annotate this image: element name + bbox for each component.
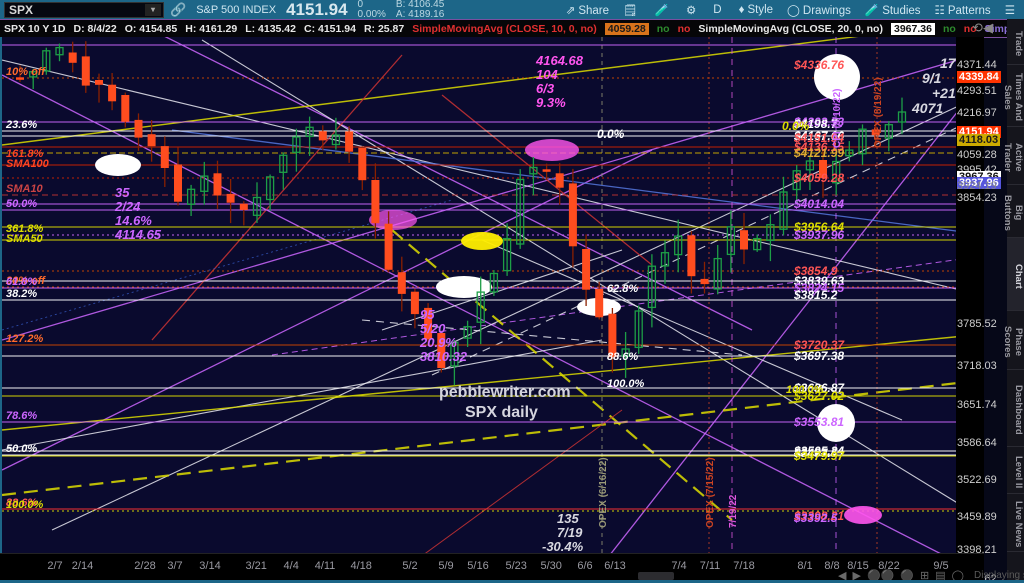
svg-text:62.8%: 62.8% [607, 283, 638, 295]
svg-text:OPEX (7/15/22): OPEX (7/15/22) [705, 457, 716, 528]
svg-text:$4059.28: $4059.28 [793, 171, 844, 185]
svg-text:10% off: 10% off [6, 66, 46, 78]
svg-text:3810.32: 3810.32 [420, 349, 468, 364]
svg-text:38.2%: 38.2% [6, 288, 37, 300]
svg-text:100.0%: 100.0% [607, 378, 645, 390]
svg-text:$3937.96: $3937.96 [793, 228, 844, 242]
svg-text:35: 35 [115, 185, 130, 200]
svg-text:4071: 4071 [911, 100, 943, 116]
svg-text:2/24: 2/24 [114, 199, 141, 214]
svg-text:$3553.81: $3553.81 [793, 415, 844, 429]
svg-text:4164.68: 4164.68 [535, 53, 584, 68]
svg-text:5/20: 5/20 [420, 321, 446, 336]
svg-text:SMA10: SMA10 [6, 183, 44, 195]
svg-text:95: 95 [420, 307, 435, 322]
svg-text:7/19/22: 7/19/22 [728, 494, 739, 528]
svg-text:SMA100: SMA100 [6, 158, 50, 170]
svg-text:14.6%: 14.6% [115, 213, 152, 228]
svg-text:61.8%: 61.8% [6, 276, 37, 288]
svg-text:+21: +21 [932, 85, 956, 101]
svg-text:$4336.76: $4336.76 [793, 58, 844, 72]
svg-text:6/3: 6/3 [536, 81, 555, 96]
svg-text:100.0%: 100.0% [6, 499, 44, 511]
svg-text:7/19: 7/19 [557, 525, 583, 540]
svg-text:pebblewriter.com: pebblewriter.com [439, 384, 571, 401]
svg-text:0.0%: 0.0% [782, 119, 810, 133]
svg-text:$4014.04: $4014.04 [793, 197, 844, 211]
svg-text:50.0%: 50.0% [6, 198, 37, 210]
svg-text:4114.65: 4114.65 [114, 227, 162, 242]
svg-text:$3392.5: $3392.5 [793, 511, 838, 525]
svg-text:100.0%: 100.0% [786, 384, 824, 396]
svg-text:0.0%: 0.0% [597, 127, 625, 141]
svg-text:9.3%: 9.3% [536, 95, 566, 110]
svg-text:CPI (8/10/22): CPI (8/10/22) [832, 89, 843, 148]
svg-text:9/1: 9/1 [922, 70, 942, 86]
svg-text:OPEX (8/19/22): OPEX (8/19/22) [873, 77, 884, 148]
svg-text:$3697.38: $3697.38 [793, 349, 844, 363]
svg-text:OPEX (6/16/22): OPEX (6/16/22) [598, 457, 609, 528]
svg-text:23.6%: 23.6% [5, 119, 37, 131]
svg-text:$3815.2: $3815.2 [793, 288, 838, 302]
svg-text:78.6%: 78.6% [6, 410, 37, 422]
svg-text:20.9%: 20.9% [419, 335, 457, 350]
svg-text:104: 104 [536, 67, 558, 82]
svg-text:127.2%: 127.2% [6, 333, 44, 345]
svg-text:50.0%: 50.0% [6, 443, 37, 455]
svg-text:SMA50: SMA50 [6, 233, 44, 245]
svg-text:88.6%: 88.6% [607, 351, 638, 363]
svg-text:-30.4%: -30.4% [542, 539, 584, 553]
svg-text:17: 17 [940, 55, 957, 71]
svg-text:SPX daily: SPX daily [465, 404, 538, 421]
svg-text:$3479.97: $3479.97 [793, 449, 845, 463]
svg-text:135: 135 [557, 511, 579, 526]
